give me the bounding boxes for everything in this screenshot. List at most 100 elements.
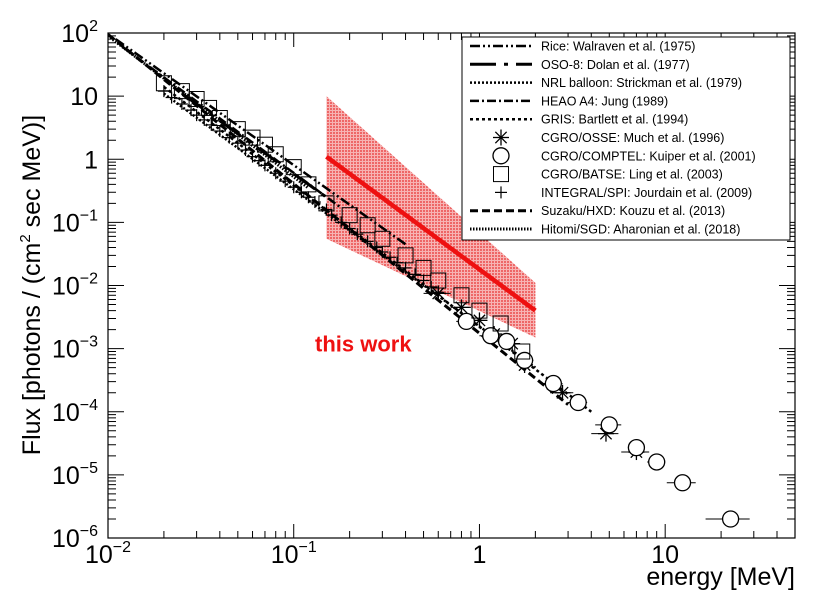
y-tick-label: 10−1 xyxy=(52,207,98,237)
legend-label: CGRO/OSSE: Much et al. (1996) xyxy=(541,131,724,145)
legend-entry: GRIS: Bartlett et al. (1994) xyxy=(470,113,688,127)
legend-entry: Rice: Walraven et al. (1975) xyxy=(470,40,695,54)
x-tick-label: 10−2 xyxy=(85,539,131,569)
data-point xyxy=(492,315,509,332)
series-cgro-comptel-kuiper-et-al-2001 xyxy=(456,312,750,528)
data-point xyxy=(343,222,356,235)
this-work-annotation: this work xyxy=(315,332,412,357)
data-point xyxy=(325,209,338,222)
data-point xyxy=(258,159,271,172)
data-point xyxy=(514,343,531,360)
legend-label: OSO-8: Dolan et al. (1977) xyxy=(541,58,690,72)
y-tick-label: 1 xyxy=(84,146,98,174)
data-point xyxy=(384,251,397,264)
data-point xyxy=(432,286,445,299)
legend-entry: CGRO/BATSE: Ling et al. (2003) xyxy=(493,166,723,183)
x-tick-label: 1 xyxy=(473,541,487,569)
legend-label: CGRO/COMPTEL: Kuiper et al. (2001) xyxy=(541,149,756,163)
legend-marker xyxy=(493,166,509,183)
legend-entry: CGRO/COMPTEL: Kuiper et al. (2001) xyxy=(492,147,756,165)
data-point xyxy=(515,351,534,370)
data-point xyxy=(279,175,292,188)
series-cgro-osse-much-et-al-1996 xyxy=(423,285,650,461)
legend-label: Rice: Walraven et al. (1975) xyxy=(541,40,695,54)
series-integral-spi-jourdain-et-al-2009 xyxy=(157,85,445,299)
legend-entry: HEAO A4: Jung (1989) xyxy=(470,94,668,108)
y-tick-label: 10−4 xyxy=(52,397,98,427)
data-point xyxy=(544,374,563,393)
data-point xyxy=(165,91,178,104)
legend: Rice: Walraven et al. (1975) OSO-8: Dolan… xyxy=(461,36,791,241)
data-point xyxy=(157,85,170,98)
legend-label: NRL balloon: Strickman et al. (1979) xyxy=(541,76,742,90)
y-tick-label: 102 xyxy=(61,18,98,48)
y-tick-label: 10−5 xyxy=(52,460,98,490)
legend-entry: Suzaku/HXD: Kouzu et al. (2013) xyxy=(470,204,725,218)
legend-box xyxy=(461,36,791,241)
data-point xyxy=(320,203,333,216)
data-point xyxy=(627,438,646,457)
legend-marker xyxy=(493,129,509,146)
x-axis-title: energy [MeV] xyxy=(646,563,795,591)
legend-marker xyxy=(492,147,510,165)
x-tick-label: 10 xyxy=(651,541,679,569)
data-point xyxy=(471,302,488,319)
data-point xyxy=(497,332,516,351)
data-point xyxy=(554,384,571,401)
data-point xyxy=(295,186,308,199)
data-point xyxy=(285,159,302,176)
data-point xyxy=(600,416,618,434)
data-point xyxy=(213,125,226,138)
y-tick-label: 10−6 xyxy=(52,523,98,553)
data-point xyxy=(453,287,470,304)
data-point xyxy=(391,256,404,269)
series-heao-a4-jung-1989 xyxy=(121,45,342,209)
data-point xyxy=(425,280,438,293)
data-point xyxy=(205,118,218,131)
data-point xyxy=(201,99,218,116)
legend-entry: Hitomi/SGD: Aharonian et al. (2018) xyxy=(470,223,740,237)
legend-marker xyxy=(495,186,507,199)
legend-label: Hitomi/SGD: Aharonian et al. (2018) xyxy=(541,223,740,237)
legend-label: HEAO A4: Jung (1989) xyxy=(541,94,668,108)
data-point xyxy=(569,393,587,412)
legend-label: INTEGRAL/SPI: Jourdain et al. (2009) xyxy=(541,186,752,200)
data-point xyxy=(351,228,364,241)
x-tick-label: 10−1 xyxy=(271,539,317,569)
data-point xyxy=(361,235,374,248)
data-point xyxy=(185,104,198,117)
data-point xyxy=(252,154,265,167)
y-tick-label: 10 xyxy=(70,83,98,111)
y-tick-label: 10−2 xyxy=(52,271,98,301)
data-point xyxy=(239,144,252,157)
data-point xyxy=(376,245,389,258)
legend-label: GRIS: Bartlett et al. (1994) xyxy=(541,113,688,127)
data-point xyxy=(673,474,692,492)
data-point xyxy=(417,274,430,287)
data-point xyxy=(335,216,348,229)
data-point xyxy=(302,191,315,204)
legend-label: Suzaku/HXD: Kouzu et al. (2013) xyxy=(541,204,725,218)
y-axis-title: Flux [photons / (cm2 sec MeV)] xyxy=(17,115,46,455)
legend-entry: CGRO/OSSE: Much et al. (1996) xyxy=(493,129,724,146)
data-point xyxy=(409,268,422,281)
data-point xyxy=(267,146,284,163)
data-point xyxy=(482,327,500,345)
y-tick-label: 10−3 xyxy=(52,334,98,364)
data-point xyxy=(231,137,244,150)
data-point xyxy=(457,312,475,331)
data-point xyxy=(190,109,203,122)
legend-entry: NRL balloon: Strickman et al. (1979) xyxy=(470,76,742,90)
data-point xyxy=(175,98,188,111)
data-point xyxy=(223,131,236,144)
this-work-uncertainty-band xyxy=(326,96,536,338)
data-point xyxy=(287,181,300,194)
legend-entry: INTEGRAL/SPI: Jourdain et al. (2009) xyxy=(495,186,752,200)
data-point xyxy=(359,217,376,234)
data-point xyxy=(453,299,470,316)
data-point xyxy=(399,261,412,274)
legend-entry: OSO-8: Dolan et al. (1977) xyxy=(470,58,690,72)
data-point xyxy=(198,113,211,126)
data-point xyxy=(269,167,282,180)
